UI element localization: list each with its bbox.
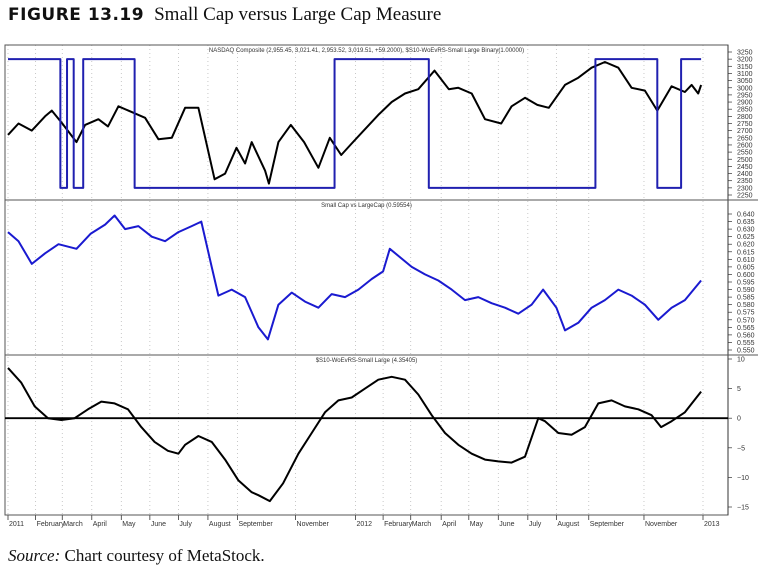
x-tick-label: September (590, 521, 625, 528)
y-tick-label: 0.610 (737, 257, 755, 264)
y-tick-label: 0.570 (737, 317, 755, 324)
y-tick-label: 2550 (737, 150, 753, 157)
y-tick-label: 2350 (737, 178, 753, 185)
y-tick-label: 0.615 (737, 249, 755, 256)
y-tick-label: 2900 (737, 100, 753, 107)
y-tick-label: 2500 (737, 157, 753, 164)
y-tick-label: 0.620 (737, 242, 755, 249)
y-tick-label: 2600 (737, 142, 753, 149)
source-label: Source: (8, 546, 61, 565)
x-tick-label: August (557, 521, 579, 528)
y-tick-label: 0.630 (737, 227, 755, 234)
x-tick-label: June (151, 521, 166, 528)
y-tick-label: 3250 (737, 50, 753, 57)
source-note: Source: Chart courtesy of MetaStock. (8, 546, 265, 566)
x-tick-label: July (529, 521, 542, 528)
binary-series-line (8, 58, 702, 189)
y-tick-label: 2750 (737, 121, 753, 128)
y-tick-label: 0.625 (737, 234, 755, 241)
y-tick-label: 2450 (737, 164, 753, 171)
y-tick-label: −5 (737, 445, 745, 452)
y-tick-label: 0.580 (737, 302, 755, 309)
y-tick-label: 2250 (737, 193, 753, 200)
ratio-series-line (7, 214, 702, 341)
x-tick-label: 2012 (357, 521, 373, 528)
y-tick-label: 0.605 (737, 264, 755, 271)
y-tick-label: 2950 (737, 92, 753, 99)
y-tick-label: 0.595 (737, 280, 755, 287)
y-tick-label: 0.600 (737, 272, 755, 279)
x-tick-label: May (470, 521, 484, 528)
y-tick-label: 3000 (737, 85, 753, 92)
figure-caption: Small Cap versus Large Cap Measure (154, 4, 442, 25)
y-tick-label: 2650 (737, 135, 753, 142)
y-tick-label: 3150 (737, 64, 753, 71)
y-tick-label: 0.590 (737, 287, 755, 294)
x-tick-label: April (93, 521, 107, 528)
x-tick-label: November (297, 521, 330, 528)
y-tick-label: 2400 (737, 171, 753, 178)
y-tick-label: 2800 (737, 114, 753, 121)
y-tick-label: 2300 (737, 185, 753, 192)
y-tick-label: 3200 (737, 57, 753, 64)
y-tick-label: 0 (737, 416, 741, 423)
y-tick-label: −10 (737, 475, 749, 482)
y-tick-label: 2850 (737, 107, 753, 114)
y-tick-label: 0.560 (737, 332, 755, 339)
panel-title: $S10-WoEvRS-Small Large (4.35405) (316, 358, 418, 364)
x-tick-label: April (442, 521, 456, 528)
y-tick-label: 0.555 (737, 340, 755, 347)
x-tick-label: February (37, 521, 66, 528)
panel-title: NASDAQ Composite (2,955.45, 3,021.41, 2,… (209, 48, 524, 54)
figure-title: FIGURE 13.19 Small Cap versus Large Cap M… (8, 4, 441, 26)
y-tick-label: 0.640 (737, 212, 755, 219)
panel-title: Small Cap vs LargeCap (0.59554) (321, 203, 412, 209)
figure-number: FIGURE 13.19 (8, 5, 145, 25)
y-tick-label: −15 (737, 505, 749, 512)
y-tick-label: 0.585 (737, 295, 755, 302)
y-tick-label: 3100 (737, 71, 753, 78)
source-text: Chart courtesy of MetaStock. (64, 546, 265, 565)
x-tick-label: September (238, 521, 273, 528)
x-tick-label: 2011 (9, 521, 24, 528)
oscillator-series-line (7, 367, 702, 503)
y-tick-label: 3050 (737, 78, 753, 85)
x-tick-label: July (179, 521, 192, 528)
x-tick-label: June (499, 521, 514, 528)
y-tick-label: 2700 (737, 128, 753, 135)
y-tick-label: 0.635 (737, 219, 755, 226)
y-tick-label: 0.565 (737, 325, 755, 332)
x-tick-label: November (645, 521, 678, 528)
y-tick-label: 5 (737, 386, 741, 393)
y-tick-label: 0.575 (737, 310, 755, 317)
y-tick-label: 0.550 (737, 348, 755, 355)
y-tick-label: 10 (737, 357, 745, 364)
x-tick-label: May (122, 521, 136, 528)
x-tick-label: February (384, 521, 413, 528)
x-tick-label: August (209, 521, 231, 528)
x-tick-label: 2013 (704, 521, 720, 528)
x-tick-label: March (63, 521, 83, 528)
x-tick-label: March (412, 521, 432, 528)
price-series-line (7, 61, 703, 185)
